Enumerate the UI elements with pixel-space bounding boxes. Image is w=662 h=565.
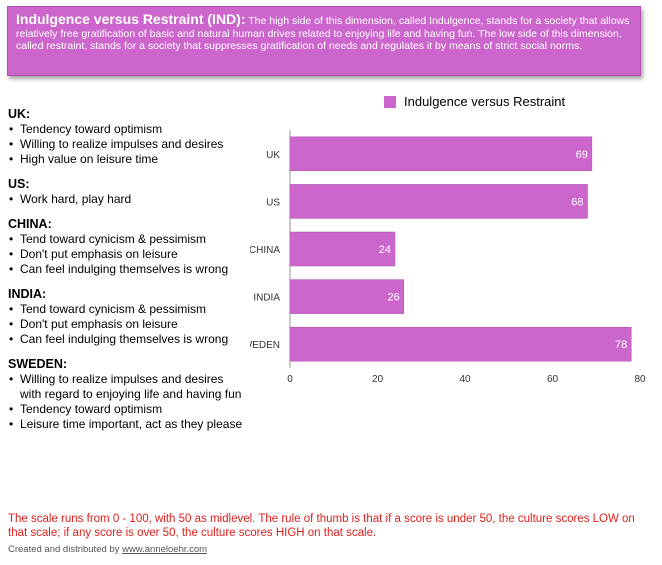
legend-swatch bbox=[384, 95, 396, 108]
bullet-item: Can feel indulging themselves is wrong bbox=[8, 262, 248, 277]
data-label-us: 68 bbox=[571, 196, 583, 208]
chart-legend: Indulgence versus Restraint bbox=[384, 94, 565, 109]
banner-title: Indulgence versus Restraint (IND): bbox=[16, 11, 246, 27]
bar-sweden bbox=[289, 326, 632, 362]
country-bullets: Work hard, play hard bbox=[8, 192, 248, 207]
country-bullets: Tendency toward optimismWilling to reali… bbox=[8, 122, 248, 167]
bullet-item: High value on leisure time bbox=[8, 152, 248, 167]
category-label-uk: UK bbox=[266, 150, 280, 161]
country-heading: SWEDEN: bbox=[8, 357, 68, 371]
bar-india bbox=[289, 279, 404, 314]
country-bullets: Willing to realize impulses and desires … bbox=[8, 372, 248, 432]
x-tick-40: 40 bbox=[459, 374, 471, 385]
category-label-china: CHINA bbox=[250, 245, 280, 256]
bullet-item: Tendency toward optimism bbox=[8, 402, 248, 417]
scale-note: The scale runs from 0 - 100, with 50 as … bbox=[8, 513, 635, 539]
bullet-item: Work hard, play hard bbox=[8, 192, 248, 207]
bar-china bbox=[289, 231, 396, 267]
bullet-item: Leisure time important, act as they plea… bbox=[8, 417, 248, 432]
country-bullets: Tend toward cynicism & pessimismDon't pu… bbox=[8, 302, 248, 347]
country-notes: UK:Tendency toward optimismWilling to re… bbox=[8, 107, 248, 432]
x-tick-0: 0 bbox=[287, 374, 293, 385]
country-heading: US: bbox=[8, 177, 30, 191]
header-banner: Indulgence versus Restraint (IND): The h… bbox=[7, 6, 641, 76]
x-tick-60: 60 bbox=[547, 374, 559, 385]
credit-link[interactable]: www.anneloehr.com bbox=[122, 544, 208, 555]
data-label-uk: 69 bbox=[576, 149, 588, 161]
data-label-china: 24 bbox=[379, 244, 391, 256]
country-heading: CHINA: bbox=[8, 217, 52, 231]
country-heading: UK: bbox=[8, 107, 31, 121]
bullet-item: Tend toward cynicism & pessimism bbox=[8, 232, 248, 247]
bullet-item: Don't put emphasis on leisure bbox=[8, 247, 248, 262]
legend-label: Indulgence versus Restraint bbox=[404, 94, 566, 109]
bar-uk bbox=[289, 136, 593, 172]
category-label-us: US bbox=[266, 197, 280, 208]
bullet-item: Can feel indulging themselves is wrong bbox=[8, 332, 248, 347]
data-label-sweden: 78 bbox=[615, 339, 627, 351]
country-heading: INDIA: bbox=[8, 287, 47, 301]
x-tick-80: 80 bbox=[634, 374, 646, 385]
bar-us bbox=[289, 184, 588, 219]
bullet-item: Tendency toward optimism bbox=[8, 122, 248, 137]
bullet-item: Tend toward cynicism & pessimism bbox=[8, 302, 248, 317]
banner-text: The high side of this dimension, called … bbox=[16, 15, 630, 52]
bullet-item: Willing to realize impulses and desires bbox=[8, 137, 248, 152]
data-label-india: 26 bbox=[388, 292, 400, 304]
bar-chart: UK 69 US 68 CHINA 24 INDIA 26 SWEDEN 78 0 20 40 60 80 bbox=[250, 130, 646, 385]
category-label-india: INDIA bbox=[253, 293, 280, 304]
category-label-sweden: SWEDEN bbox=[250, 340, 280, 351]
credit-line: Created and distributed by www.anneloehr… bbox=[8, 544, 207, 555]
country-bullets: Tend toward cynicism & pessimismDon't pu… bbox=[8, 232, 248, 277]
x-tick-20: 20 bbox=[372, 374, 384, 385]
bullet-item: Don't put emphasis on leisure bbox=[8, 317, 248, 332]
bullet-item: Willing to realize impulses and desires … bbox=[8, 372, 248, 402]
credit-prefix: Created and distributed by bbox=[8, 544, 123, 555]
